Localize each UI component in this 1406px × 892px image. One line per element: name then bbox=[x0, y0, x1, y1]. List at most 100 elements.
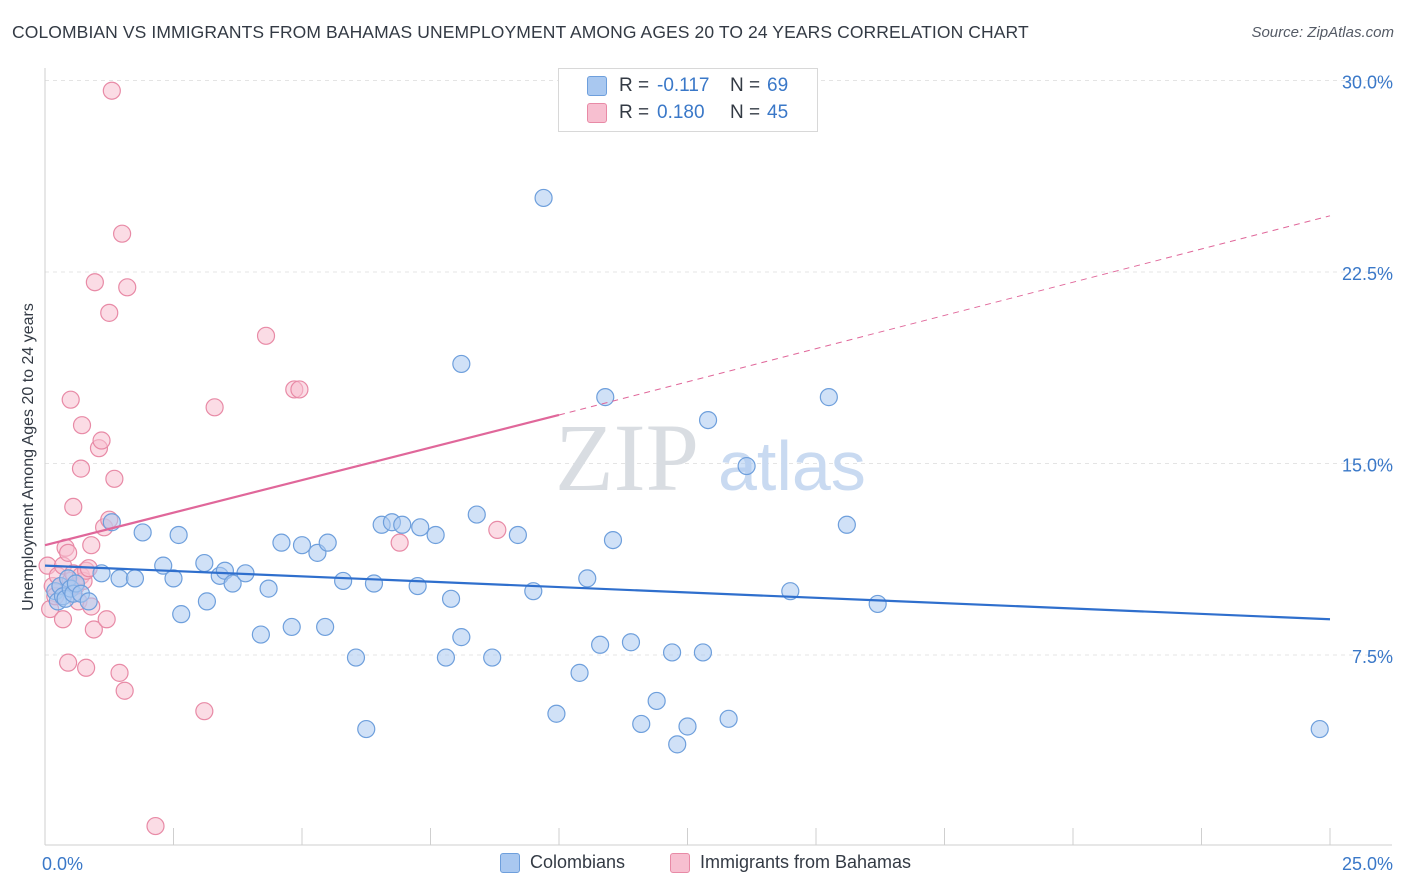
colombian-point bbox=[483, 648, 502, 667]
colombian-point bbox=[452, 354, 471, 374]
source-label: Source: ZipAtlas.com bbox=[1251, 24, 1394, 41]
colombian-point bbox=[411, 518, 430, 537]
bahamas-point bbox=[105, 469, 124, 488]
bahamas-point bbox=[146, 816, 165, 836]
colombian-point bbox=[837, 515, 856, 534]
bahamas-point bbox=[97, 610, 116, 629]
legend-n-label: N = bbox=[730, 102, 761, 123]
bahamas-point bbox=[72, 416, 92, 435]
axis-layer bbox=[44, 68, 1392, 846]
colombian-point bbox=[467, 505, 486, 524]
colombian-point bbox=[596, 388, 615, 407]
colombian-point bbox=[195, 553, 214, 573]
colombian-point bbox=[393, 515, 412, 534]
colombian-point bbox=[534, 188, 553, 208]
colombian-point bbox=[668, 735, 687, 754]
x-tick-label: 0.0% bbox=[42, 854, 83, 874]
bahamas-point bbox=[84, 620, 103, 639]
tick-labels: 7.5% 15.0% 22.5% 30.0% 0.0% 25.0% bbox=[42, 73, 1393, 875]
bahamas-point bbox=[110, 663, 129, 682]
colombian-point bbox=[169, 525, 188, 545]
colombian-point bbox=[441, 589, 461, 608]
colombian-point bbox=[508, 525, 527, 545]
legend-item-colombians[interactable]: Colombians bbox=[500, 852, 625, 873]
colombian-point bbox=[737, 456, 756, 476]
bahamas-point bbox=[488, 520, 507, 539]
bahamas-point bbox=[61, 390, 80, 409]
colombian-point bbox=[436, 648, 456, 667]
colombian-point bbox=[282, 617, 301, 637]
y-tick-label: 15.0% bbox=[1342, 456, 1393, 476]
bahamas-point bbox=[100, 303, 119, 322]
correlation-legend: R = -0.117 N = 69 R = 0.180 N = 45 bbox=[558, 68, 818, 132]
colombian-point bbox=[678, 717, 697, 736]
y-tick-label: 22.5% bbox=[1342, 264, 1393, 284]
colombian-point bbox=[452, 628, 471, 647]
bahamas-point bbox=[77, 658, 96, 677]
bahamas-point bbox=[112, 224, 132, 243]
colombian-point bbox=[570, 663, 589, 682]
bahamas-point bbox=[64, 497, 83, 517]
bahamas-point bbox=[102, 81, 121, 100]
bahamas-point bbox=[390, 533, 409, 552]
colombian-point bbox=[364, 574, 384, 593]
trend-lines bbox=[44, 215, 1331, 621]
bahamas-point bbox=[118, 278, 137, 297]
colombian-point bbox=[318, 533, 337, 552]
y-tick-label: 7.5% bbox=[1352, 647, 1393, 667]
colombian-point bbox=[819, 388, 838, 407]
colombian-point bbox=[251, 625, 270, 644]
bahamas-point bbox=[92, 431, 111, 450]
x-tick-label: 25.0% bbox=[1342, 854, 1393, 874]
colombian-point bbox=[591, 635, 610, 654]
y-tick-label: 30.0% bbox=[1342, 73, 1393, 93]
colombian-point bbox=[357, 719, 376, 739]
legend-r-label: R = bbox=[619, 75, 650, 96]
legend-swatch-pink bbox=[670, 852, 690, 873]
colombian-point bbox=[292, 536, 312, 555]
legend-swatch-pink bbox=[587, 103, 607, 123]
bahamas-point bbox=[71, 459, 91, 478]
bahamas-point bbox=[53, 610, 73, 629]
legend-r-value: 0.180 bbox=[657, 102, 705, 123]
colombian-point bbox=[693, 643, 713, 662]
bahamas-point bbox=[205, 398, 224, 417]
bahamas-point bbox=[59, 653, 78, 672]
bahamas-point bbox=[256, 326, 276, 345]
colombian-point bbox=[621, 633, 641, 652]
chart-title: COLOMBIAN VS IMMIGRANTS FROM BAHAMAS UNE… bbox=[12, 22, 1029, 42]
bahamas-point bbox=[290, 380, 309, 399]
colombian-point bbox=[334, 571, 353, 591]
colombian-point bbox=[259, 579, 278, 598]
bahamas-point bbox=[85, 273, 104, 292]
legend-swatch-blue bbox=[500, 852, 520, 873]
bahamas-point bbox=[115, 681, 134, 700]
colombian-point bbox=[223, 574, 242, 593]
legend-n-value: 45 bbox=[767, 102, 789, 123]
legend-item-bahamas[interactable]: Immigrants from Bahamas bbox=[670, 852, 911, 873]
legend-r-value: -0.117 bbox=[657, 75, 710, 96]
colombian-point bbox=[133, 523, 152, 542]
colombian-point bbox=[662, 643, 682, 662]
colombian-point bbox=[125, 569, 145, 588]
trend-line-bahamas bbox=[44, 413, 560, 547]
colombian-point bbox=[603, 530, 623, 550]
colombian-point bbox=[79, 592, 98, 611]
colombian-point bbox=[272, 533, 291, 552]
legend-n-label: N = bbox=[730, 75, 761, 96]
colombian-point bbox=[547, 704, 566, 723]
grid-layer bbox=[45, 80, 1392, 656]
series-legend: Colombians Immigrants from Bahamas bbox=[0, 852, 1406, 876]
colombian-point bbox=[719, 709, 738, 728]
colombian-point bbox=[164, 569, 183, 588]
legend-r-label: R = bbox=[619, 102, 650, 123]
colombian-point bbox=[1310, 719, 1329, 739]
legend-n-value: 69 bbox=[767, 75, 789, 96]
bahamas-point bbox=[82, 536, 101, 555]
colombian-point bbox=[172, 605, 191, 624]
trend-extension-bahamas bbox=[558, 215, 1331, 416]
colombian-point bbox=[110, 569, 129, 588]
watermark: ZIP atlas bbox=[555, 404, 866, 511]
legend-label-bahamas: Immigrants from Bahamas bbox=[700, 852, 912, 872]
